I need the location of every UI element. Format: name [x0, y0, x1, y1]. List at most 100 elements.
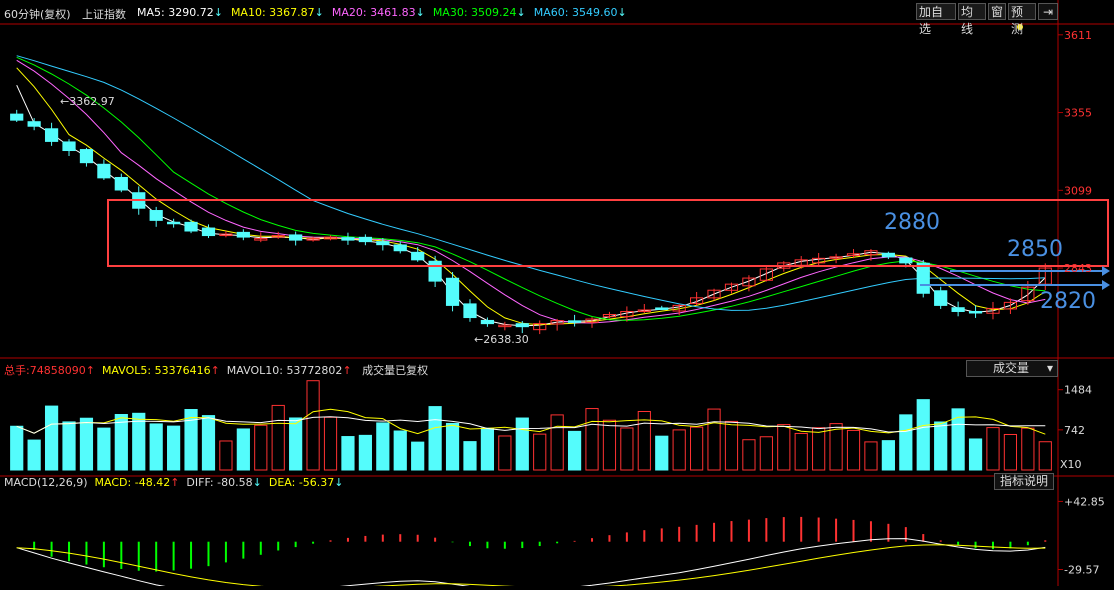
candle-body	[149, 210, 163, 221]
candle-body	[62, 141, 76, 152]
candle-body	[567, 320, 582, 323]
candle-body	[968, 310, 983, 314]
candle-body	[428, 260, 442, 282]
price-tick-label: 2843	[1064, 262, 1092, 275]
ma-line-button[interactable]: 均线	[958, 3, 986, 36]
exit-icon[interactable]: ⇥	[1038, 3, 1058, 20]
volume-bar	[637, 410, 651, 471]
volume-bar	[759, 436, 773, 471]
add-watchlist-button[interactable]: 加自选	[916, 3, 956, 36]
volume-tick-label: 742	[1064, 424, 1085, 437]
volume-bar	[672, 429, 686, 471]
volume-bar	[951, 408, 965, 471]
window-button[interactable]: 窗	[988, 3, 1006, 20]
candle-body	[97, 163, 111, 179]
macd-tick-label: +42.85	[1064, 495, 1105, 508]
indicator-help-button[interactable]: 指标说明	[994, 473, 1054, 490]
candle-body	[602, 314, 617, 318]
ma-legend-item: MA5: 3290.72↓	[137, 6, 223, 19]
ma-line	[16, 84, 1046, 327]
volume-bar	[846, 429, 861, 471]
candle-body	[724, 283, 739, 291]
level-label-2850: 2850	[1007, 237, 1063, 262]
volume-unit: X10	[1060, 458, 1082, 471]
ma-legend-item: MA20: 3461.83↓	[331, 6, 425, 19]
candle-body	[550, 320, 564, 325]
volume-bar	[411, 441, 425, 471]
candle-body	[393, 244, 407, 252]
candle-body	[986, 307, 1000, 314]
volume-bar	[1021, 427, 1035, 471]
volume-bar	[986, 427, 1000, 471]
volume-bar	[289, 417, 303, 471]
candle-body	[323, 236, 338, 240]
candle-body	[201, 227, 216, 237]
volume-bar	[777, 424, 791, 471]
candle-body	[376, 241, 390, 246]
volume-bar	[254, 424, 268, 471]
macd-line	[16, 544, 1046, 589]
volume-bar	[934, 421, 948, 471]
volume-bar	[376, 422, 390, 471]
volume-bar	[864, 441, 878, 471]
volume-bar	[602, 419, 617, 471]
candle-body	[533, 323, 547, 331]
candle-body	[27, 121, 41, 127]
volume-bar	[428, 406, 442, 471]
volume-bar	[1038, 441, 1052, 471]
candle-body	[620, 310, 634, 318]
candle-body	[10, 113, 24, 121]
volume-bar	[533, 433, 547, 471]
volume-bar	[149, 423, 163, 471]
candle-body	[445, 277, 460, 306]
volume-bar	[498, 435, 512, 471]
candle-body	[585, 318, 599, 323]
candle-body	[167, 221, 181, 225]
candle-body	[655, 307, 669, 310]
volume-bar	[707, 408, 721, 471]
volume-bar	[393, 430, 407, 471]
candle-body	[498, 324, 512, 328]
ma-legend-item: MA10: 3367.87↓	[230, 6, 324, 19]
mavol-line	[16, 416, 1046, 434]
price-tick-label: 3355	[1064, 107, 1092, 120]
index-name: 上证指数	[82, 8, 126, 21]
volume-bar	[62, 421, 76, 471]
candle-body	[672, 304, 686, 312]
forecast-button[interactable]: 预测	[1008, 3, 1036, 36]
candle-body	[690, 297, 704, 304]
candle-body	[219, 233, 233, 237]
volume-bar	[236, 428, 250, 471]
arrow-right-icon	[1102, 266, 1110, 276]
volume-legend: 总手:74858090↑ MAVOL5: 53376416↑ MAVOL10: …	[4, 364, 429, 377]
candle-body	[707, 289, 721, 299]
candle-body	[44, 128, 59, 142]
volume-bar	[567, 430, 582, 471]
indicator-dropdown[interactable]: 成交量 ▾	[966, 360, 1058, 377]
candle-body	[1003, 301, 1018, 310]
volume-bar	[27, 439, 41, 471]
volume-bar	[724, 420, 739, 471]
volume-bar	[968, 438, 983, 471]
volume-bar	[1003, 433, 1018, 471]
axis-ticks: 3611 3355 3099 2843 1484 742 +42.85 -29.57	[1058, 29, 1105, 576]
macd-tick-label: -29.57	[1064, 563, 1099, 576]
volume-bar	[655, 435, 669, 471]
candle-body	[358, 236, 372, 243]
volume-bar	[899, 414, 913, 471]
ma-line	[16, 67, 1046, 326]
candle-body	[1021, 286, 1035, 302]
level-label-2820: 2820	[1040, 289, 1096, 314]
period-label: 60分钟(复权)	[4, 8, 71, 21]
candle-body	[341, 237, 355, 241]
macd-line	[16, 538, 1046, 590]
candle-body	[254, 238, 268, 241]
volume-bar	[829, 423, 843, 471]
candle-body	[742, 277, 756, 287]
volume-bar	[323, 416, 338, 471]
volume-bar	[916, 399, 930, 471]
candle-body	[812, 257, 826, 264]
ma-legend-item: MA30: 3509.24↓	[432, 6, 526, 19]
